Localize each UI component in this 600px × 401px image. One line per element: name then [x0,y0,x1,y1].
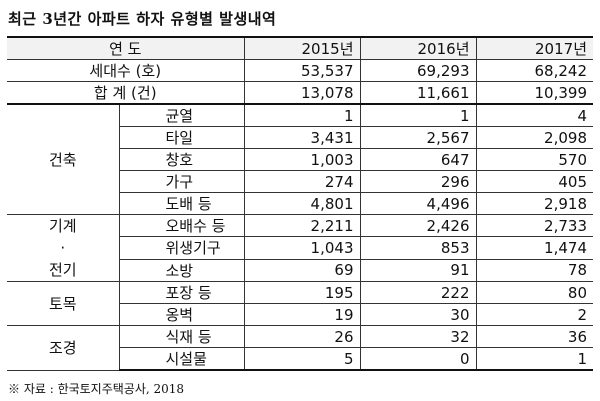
households-value: 69,293 [359,59,477,82]
households-value: 68,242 [475,59,593,82]
category-label: 전기 [48,261,77,279]
year-2015: 2015년 [243,36,361,60]
defect-count: 2,567 [359,126,477,149]
defect-count: 19 [243,303,361,326]
defect-type-label: 가구 [118,170,245,193]
year-header-label: 연 도 [7,36,245,60]
defect-type-label: 옹벽 [118,303,245,326]
defect-count: 2,733 [475,213,593,238]
defect-count: 2 [475,303,593,326]
source-footnote: ※ 자료 : 한국토지주택공사, 2018 [8,382,185,396]
defect-count: 1 [359,103,477,127]
defect-count: 296 [359,170,477,193]
category-label: 기계 [48,217,77,235]
year-2016: 2016년 [359,36,477,60]
category-label: 토목 [48,294,77,313]
table-row: 시설물 5 0 1 [7,347,593,371]
defect-type-label: 시설물 [118,347,245,371]
defect-type-label: 포장 등 [118,281,245,304]
defect-count: 2,918 [475,192,593,215]
category-cell: 기계 · 전기 [7,214,120,282]
defect-count: 32 [359,325,477,348]
defect-count: 2,211 [243,213,361,238]
defect-count: 4,801 [243,192,361,215]
defect-groups: 건축 균열 1 1 4 타일 3,431 2,567 2,098 창호 1,003 647 570 가구 2… [7,103,593,371]
defect-type-label: 도배 등 [118,192,245,215]
category-cell: 토목 [7,281,120,326]
defect-count: 36 [475,325,593,348]
households-label: 세대수 (호) [7,59,245,82]
defect-count: 4 [475,103,593,127]
table-row: 조경 식재 등 26 32 36 [7,325,593,371]
defect-count: 195 [243,281,361,304]
category-cell: 조경 [7,325,120,371]
total-value: 10,399 [475,81,593,105]
table-row: 옹벽 19 30 2 [7,303,593,326]
defect-count: 570 [475,148,593,171]
table-row: 창호 1,003 647 570 [7,148,593,171]
defect-count: 2,426 [359,213,477,238]
defect-type-label: 타일 [118,126,245,149]
year-2017: 2017년 [475,36,593,60]
defect-count: 647 [359,148,477,171]
total-value: 11,661 [359,81,477,105]
defect-type-label: 균열 [118,103,245,127]
defect-type-label: 창호 [118,148,245,171]
defect-count: 80 [475,281,593,304]
table-row: 기계 · 전기 오배수 등 2,211 2,426 2,733 [7,213,593,282]
table-row: 도배 등 4,801 4,496 2,918 [7,192,593,215]
defect-count: 69 [243,258,361,283]
defect-count: 1,043 [243,236,361,260]
defect-count: 1 [243,103,361,127]
defect-count: 2,098 [475,126,593,149]
households-value: 53,537 [243,59,361,82]
defect-count: 0 [359,347,477,371]
header-row: 연 도 2015년 2016년 2017년 [7,36,593,60]
total-value: 13,078 [243,81,361,105]
defect-count: 30 [359,303,477,326]
defect-type-label: 위생기구 [118,236,245,260]
category-label: 조경 [48,338,77,357]
defect-type-label: 오배수 등 [118,213,245,238]
defect-count: 853 [359,236,477,260]
households-row: 세대수 (호) 53,537 69,293 68,242 [7,59,593,82]
defect-count: 5 [243,347,361,371]
defect-count: 405 [475,170,593,193]
category-label: · [60,239,66,257]
defect-count: 26 [243,325,361,348]
defect-type-label: 식재 등 [118,325,245,348]
defect-count: 1 [475,347,593,371]
total-label: 합 계 (건) [7,81,245,105]
defect-count: 3,431 [243,126,361,149]
defect-count: 222 [359,281,477,304]
defect-count: 1,003 [243,148,361,171]
defect-table: 연 도 2015년 2016년 2017년 세대수 (호) 53,537 69,… [7,36,593,371]
defect-count: 1,474 [475,236,593,260]
defect-count: 78 [475,258,593,283]
total-row: 합 계 (건) 13,078 11,661 10,399 [7,81,593,105]
table-row: 토목 포장 등 195 222 80 [7,281,593,326]
category-label: 건축 [48,150,77,169]
defect-type-label: 소방 [118,258,245,283]
table-row: 건축 균열 1 1 4 [7,103,593,215]
table-row: 소방 69 91 78 [7,258,593,283]
table-title: 최근 3년간 아파트 하자 유형별 발생내역 [8,10,277,28]
category-cell: 건축 [7,103,120,215]
defect-count: 4,496 [359,192,477,215]
defect-count: 274 [243,170,361,193]
defect-count: 91 [359,258,477,283]
